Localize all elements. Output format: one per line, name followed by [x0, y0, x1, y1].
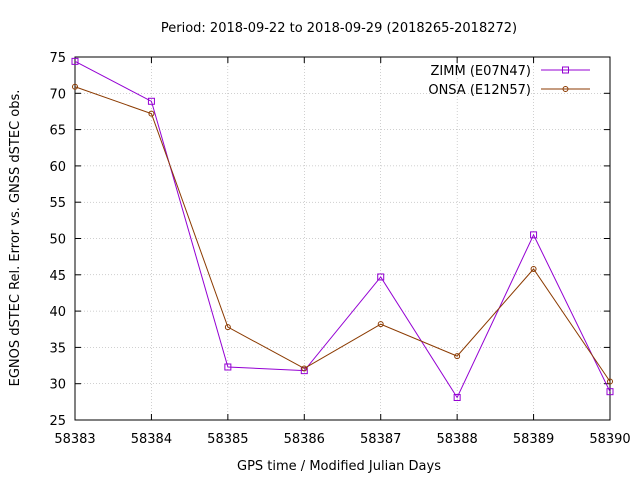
data-point-onsa — [72, 83, 78, 90]
legend-marker-onsa — [562, 86, 569, 92]
x-tick-label: 58385 — [207, 432, 248, 447]
legend-marker-zimm — [562, 66, 569, 74]
data-point-zimm — [224, 363, 232, 371]
series-line-onsa — [74, 86, 611, 382]
y-tick-label: 25 — [49, 414, 66, 429]
data-point-onsa — [530, 265, 537, 272]
data-point-zimm — [300, 367, 308, 375]
x-tick-label: 58387 — [360, 432, 401, 447]
data-point-onsa — [301, 365, 308, 372]
data-point-onsa — [454, 353, 461, 360]
data-point-zimm — [147, 97, 155, 105]
chart-title: Period: 2018-09-22 to 2018-09-29 (201826… — [161, 21, 517, 36]
tick-layer: 25 30 35 40 45 50 55 60 65 70 75 58383 58384 58385 583… — [49, 51, 630, 447]
legend-label-zimm: ZIMM (E07N47) — [431, 64, 531, 79]
data-point-onsa — [607, 378, 613, 385]
legend: ZIMM (E07N47) ONSA (E12N57) — [428, 64, 590, 98]
data-point-zimm — [530, 231, 538, 239]
y-tick-label: 30 — [49, 378, 66, 393]
data-point-onsa — [377, 321, 384, 328]
x-axis-label: GPS time / Modified Julian Days — [237, 459, 441, 474]
x-tick-label: 58384 — [131, 432, 172, 447]
data-point-zimm — [453, 393, 461, 401]
data-point-onsa — [148, 110, 155, 117]
series-line-zimm — [74, 60, 611, 399]
y-tick-label: 45 — [49, 269, 66, 284]
y-tick-label: 55 — [49, 196, 66, 211]
x-tick-label: 58386 — [284, 432, 325, 447]
y-tick-label: 35 — [49, 341, 66, 356]
y-tick-label: 65 — [49, 124, 66, 139]
x-tick-label: 58389 — [513, 432, 554, 447]
y-tick-label: 40 — [49, 305, 66, 320]
y-tick-label: 50 — [49, 233, 66, 248]
y-tick-label: 75 — [49, 51, 66, 66]
x-tick-label: 58388 — [436, 432, 477, 447]
x-tick-label: 58383 — [54, 432, 95, 447]
data-point-zimm — [71, 57, 79, 65]
data-point-zimm — [377, 273, 385, 281]
series-layer — [71, 57, 614, 401]
data-point-zimm — [606, 388, 614, 396]
data-point-onsa — [224, 324, 231, 331]
y-tick-label: 70 — [49, 87, 66, 102]
y-axis-label: EGNOS dSTEC Rel. Error vs. GNSS dSTEC ob… — [8, 90, 23, 387]
y-tick-label: 60 — [49, 160, 66, 175]
x-tick-label: 58390 — [589, 432, 630, 447]
legend-label-onsa: ONSA (E12N57) — [428, 83, 531, 98]
grid-layer — [75, 57, 610, 420]
